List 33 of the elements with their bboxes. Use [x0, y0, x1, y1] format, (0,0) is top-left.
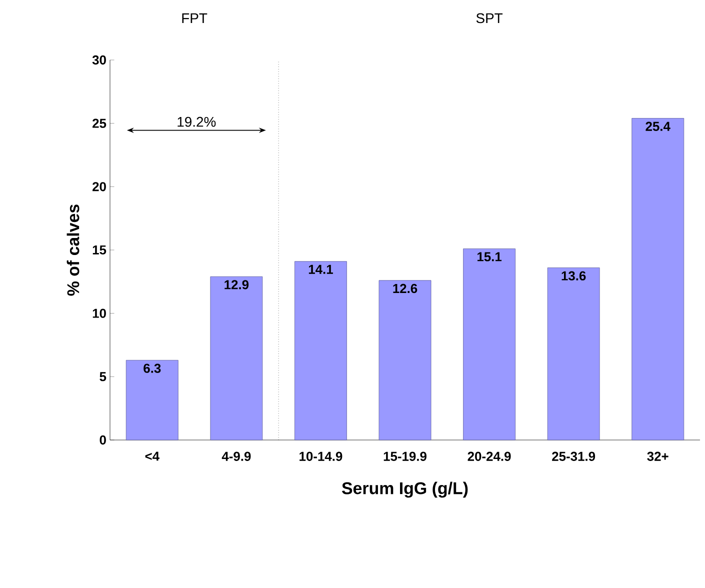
annotation: 19.2%	[178, 116, 216, 127]
y-tick-label: 25	[92, 118, 106, 128]
bar	[294, 261, 347, 440]
x-tick-label: 15-19.9	[384, 452, 426, 461]
text: SPT	[476, 13, 503, 24]
bar	[126, 360, 178, 440]
bar	[463, 248, 516, 440]
bar	[378, 280, 432, 440]
x-axis-title: Serum IgG (g/L)	[342, 482, 468, 498]
y-axis-title: % of calves	[66, 204, 80, 296]
y-tick-label: 0	[100, 435, 106, 445]
x-tick-label: 20-24.9	[468, 452, 511, 461]
data-label: 15.1	[477, 252, 502, 262]
x-tick-label: <4	[145, 452, 160, 461]
data-label: 25.4	[646, 122, 670, 131]
x-tick-label: 32+	[647, 452, 668, 461]
bar	[547, 268, 600, 440]
data-label: 14.1	[308, 264, 333, 274]
y-tick-label: 30	[92, 55, 106, 65]
x-tick-label: 10-14.9	[300, 452, 342, 461]
data-label: 13.6	[562, 271, 586, 280]
data-label: 12.9	[224, 280, 249, 290]
y-tick-label: 20	[92, 182, 106, 192]
x-tick-label: 4-9.9	[222, 452, 251, 461]
y-tick-label: 15	[92, 245, 106, 255]
data-label: 12.6	[393, 284, 418, 294]
y-tick-label: 10	[92, 308, 106, 318]
data-label: 6.3	[144, 364, 161, 373]
x-tick-label: 25-31.9	[552, 452, 596, 461]
bar	[632, 118, 684, 440]
bar	[210, 276, 263, 440]
text: FPT	[182, 13, 208, 23]
y-tick-label: 5	[100, 372, 106, 382]
